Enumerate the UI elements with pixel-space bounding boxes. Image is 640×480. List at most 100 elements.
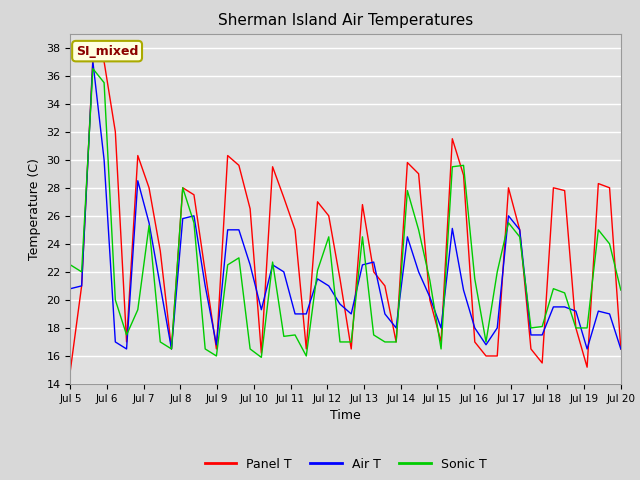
Panel T xyxy=(168,346,175,352)
Panel T xyxy=(561,188,568,193)
Sonic T xyxy=(246,346,254,352)
Air T xyxy=(504,213,512,219)
Sonic T xyxy=(437,346,445,352)
Air T xyxy=(572,308,580,314)
Panel T xyxy=(111,129,119,134)
Sonic T xyxy=(179,185,187,191)
Air T xyxy=(100,157,108,163)
Line: Panel T: Panel T xyxy=(70,59,621,370)
Air T xyxy=(493,325,501,331)
Sonic T xyxy=(617,287,625,293)
Panel T xyxy=(392,339,400,345)
Panel T xyxy=(617,346,625,352)
Sonic T xyxy=(336,339,344,345)
Sonic T xyxy=(291,332,299,338)
Sonic T xyxy=(426,277,434,283)
Air T xyxy=(224,227,232,233)
Sonic T xyxy=(190,220,198,226)
Line: Sonic T: Sonic T xyxy=(70,69,621,358)
Air T xyxy=(202,283,209,289)
Panel T xyxy=(257,350,265,356)
Air T xyxy=(415,269,422,275)
Panel T xyxy=(471,339,479,345)
Air T xyxy=(538,332,546,338)
Sonic T xyxy=(493,269,501,275)
Panel T xyxy=(156,248,164,254)
Panel T xyxy=(572,325,580,331)
Panel T xyxy=(550,185,557,191)
Panel T xyxy=(67,367,74,373)
Sonic T xyxy=(504,220,512,226)
Air T xyxy=(527,332,535,338)
Air T xyxy=(190,213,198,219)
Panel T xyxy=(449,136,456,142)
Air T xyxy=(460,287,467,293)
Sonic T xyxy=(516,234,524,240)
Panel T xyxy=(314,199,321,204)
Sonic T xyxy=(527,325,535,331)
Air T xyxy=(437,325,445,331)
Panel T xyxy=(348,346,355,352)
Sonic T xyxy=(202,346,209,352)
Panel T xyxy=(190,192,198,198)
Panel T xyxy=(538,360,546,366)
Air T xyxy=(156,283,164,289)
Sonic T xyxy=(550,286,557,291)
Air T xyxy=(325,283,333,289)
Text: SI_mixed: SI_mixed xyxy=(76,45,138,58)
Air T xyxy=(291,311,299,317)
Panel T xyxy=(123,339,131,345)
Air T xyxy=(145,220,153,226)
Air T xyxy=(358,262,366,268)
Panel T xyxy=(212,346,220,352)
Sonic T xyxy=(67,262,74,268)
Air T xyxy=(426,294,434,300)
Air T xyxy=(123,346,131,352)
Sonic T xyxy=(78,269,86,275)
Sonic T xyxy=(572,325,580,331)
Air T xyxy=(381,311,388,317)
Air T xyxy=(336,301,344,307)
Sonic T xyxy=(538,324,546,329)
Air T xyxy=(482,342,490,348)
Air T xyxy=(111,339,119,345)
Panel T xyxy=(404,160,412,166)
Sonic T xyxy=(381,339,388,345)
Air T xyxy=(134,178,141,184)
Sonic T xyxy=(583,325,591,331)
Air T xyxy=(179,216,187,221)
Y-axis label: Temperature (C): Temperature (C) xyxy=(28,158,41,260)
Sonic T xyxy=(257,355,265,360)
Panel T xyxy=(78,283,86,289)
Sonic T xyxy=(145,223,153,228)
Sonic T xyxy=(168,346,175,352)
Sonic T xyxy=(89,66,97,72)
X-axis label: Time: Time xyxy=(330,409,361,422)
Air T xyxy=(67,286,74,291)
Air T xyxy=(404,234,412,240)
Panel T xyxy=(89,56,97,62)
Panel T xyxy=(325,213,333,219)
Sonic T xyxy=(280,334,287,339)
Air T xyxy=(471,325,479,331)
Line: Air T: Air T xyxy=(70,61,621,349)
Panel T xyxy=(437,339,445,345)
Sonic T xyxy=(392,339,400,345)
Panel T xyxy=(493,353,501,359)
Sonic T xyxy=(314,267,321,273)
Air T xyxy=(605,311,613,317)
Air T xyxy=(561,304,568,310)
Sonic T xyxy=(415,227,422,233)
Air T xyxy=(303,311,310,317)
Panel T xyxy=(100,59,108,64)
Sonic T xyxy=(224,262,232,268)
Air T xyxy=(269,262,276,268)
Panel T xyxy=(504,185,512,191)
Panel T xyxy=(246,206,254,212)
Air T xyxy=(516,227,524,233)
Air T xyxy=(257,307,265,312)
Sonic T xyxy=(212,353,220,359)
Panel T xyxy=(145,185,153,191)
Panel T xyxy=(336,276,344,282)
Sonic T xyxy=(156,339,164,345)
